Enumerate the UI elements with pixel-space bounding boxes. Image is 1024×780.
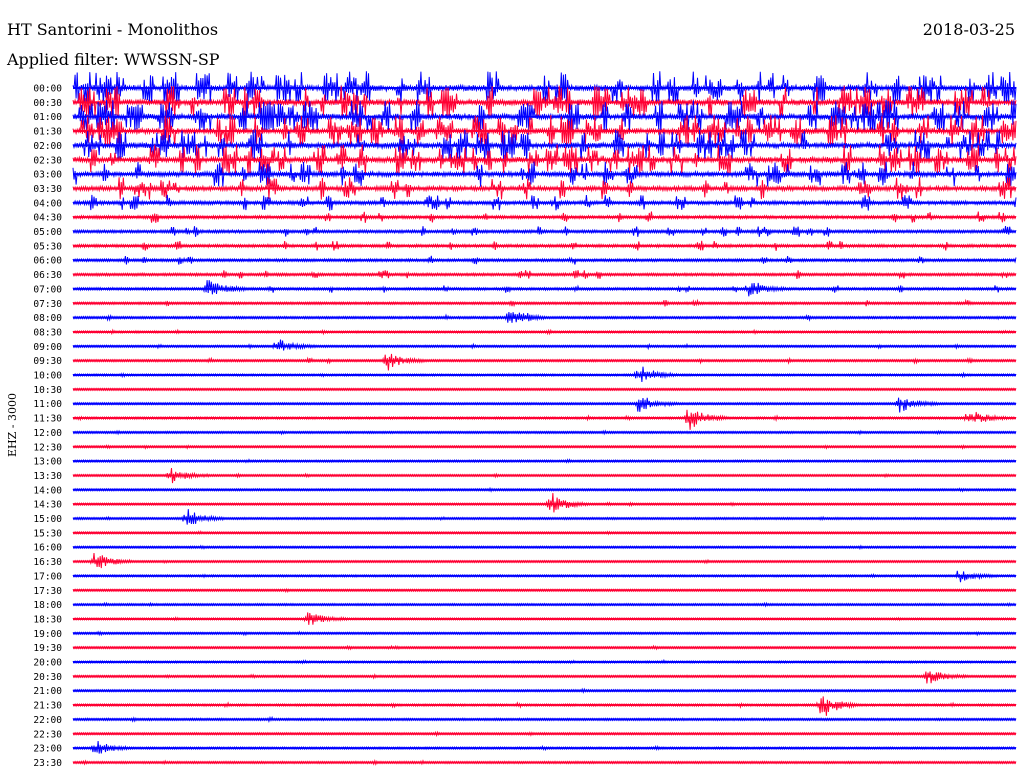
time-label: 01:30 (33, 127, 62, 138)
trace-0000 (72, 71, 1017, 105)
trace-0030 (72, 85, 1017, 120)
time-label: 15:00 (33, 514, 62, 525)
trace-2030 (72, 671, 1017, 684)
time-label: 06:30 (33, 270, 62, 281)
time-label: 03:00 (33, 170, 62, 181)
time-label: 13:00 (33, 457, 62, 468)
time-label: 16:30 (33, 557, 62, 568)
trace-1130 (72, 409, 1017, 430)
time-label: 17:00 (33, 571, 62, 582)
time-label: 13:30 (33, 471, 62, 482)
time-label: 15:30 (33, 528, 62, 539)
time-label: 10:00 (33, 371, 62, 382)
time-label: 08:30 (33, 327, 62, 338)
trace-1100 (72, 397, 1017, 413)
time-label: 16:00 (33, 543, 62, 554)
trace-0630 (72, 270, 1017, 280)
time-label: 17:30 (33, 586, 62, 597)
time-label: 23:00 (33, 744, 62, 755)
time-label: 11:30 (33, 414, 62, 425)
time-label: 00:00 (33, 84, 62, 95)
time-label: 18:30 (33, 614, 62, 625)
time-label: 09:30 (33, 356, 62, 367)
time-label: 20:00 (33, 658, 62, 669)
time-label: 07:30 (33, 299, 62, 310)
trace-0300 (72, 161, 1017, 187)
trace-group (72, 71, 1017, 766)
trace-0900 (72, 339, 1017, 351)
time-label: 12:00 (33, 428, 62, 439)
time-label: 04:30 (33, 213, 62, 224)
time-label: 08:00 (33, 313, 62, 324)
time-label: 18:00 (33, 600, 62, 611)
time-label: 22:00 (33, 715, 62, 726)
trace-2130 (72, 696, 1017, 716)
time-label-group: 00:00 00:30 01:00 01:30 02:00 02:30 03:00 03:30… (33, 84, 62, 769)
trace-0930 (72, 353, 1017, 371)
trace-0330 (72, 177, 1017, 200)
time-label: 05:30 (33, 241, 62, 252)
time-label: 07:00 (33, 284, 62, 295)
time-label: 12:30 (33, 442, 62, 453)
date-label: 2018-03-25 (922, 20, 1015, 39)
trace-0130 (72, 114, 1017, 148)
time-label: 04:00 (33, 198, 62, 209)
time-label: 14:30 (33, 500, 62, 511)
time-label: 09:00 (33, 342, 62, 353)
filter-label: Applied filter: WWSSN-SP (7, 50, 220, 69)
time-label: 10:30 (33, 385, 62, 396)
time-label: 06:00 (33, 256, 62, 267)
time-label: 19:30 (33, 643, 62, 654)
trace-1430 (72, 493, 1017, 513)
time-label: 20:30 (33, 672, 62, 683)
time-label: 02:00 (33, 141, 62, 152)
time-label: 01:00 (33, 112, 62, 123)
trace-0200 (72, 129, 1017, 162)
trace-0230 (72, 144, 1017, 176)
time-label: 05:00 (33, 227, 62, 238)
station-title: HT Santorini - Monolithos (7, 20, 219, 39)
time-label: 21:00 (33, 686, 62, 697)
time-label: 11:00 (33, 399, 62, 410)
time-label: 03:30 (33, 184, 62, 195)
trace-1500 (72, 509, 1017, 525)
time-label: 21:30 (33, 701, 62, 712)
time-label: 14:00 (33, 485, 62, 496)
time-label: 00:30 (33, 98, 62, 109)
time-label: 22:30 (33, 729, 62, 740)
time-label: 19:00 (33, 629, 62, 640)
channel-label: EHZ - 3000 (6, 393, 19, 457)
time-label: 02:30 (33, 155, 62, 166)
time-label: 23:30 (33, 758, 62, 769)
